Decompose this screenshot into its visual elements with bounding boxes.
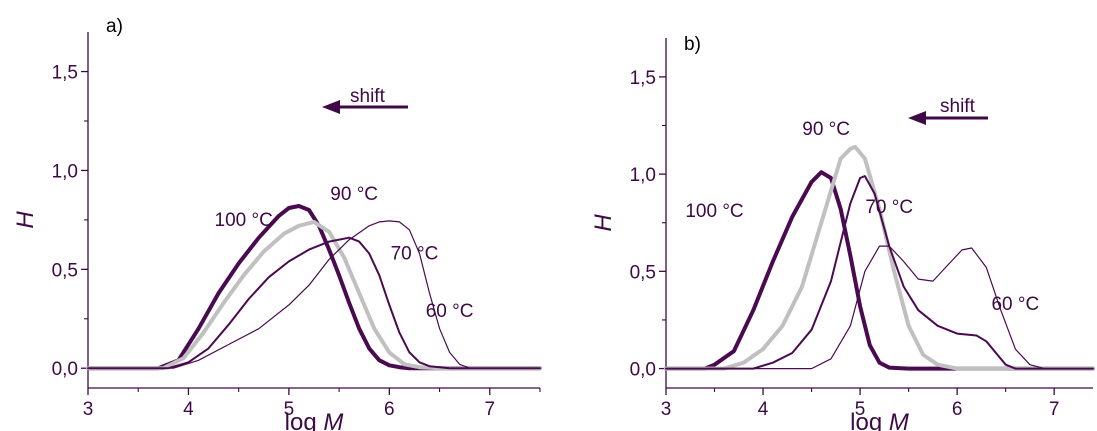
x-tick-label: 5 [284,399,295,420]
x-tick-label: 4 [183,399,194,420]
panel-label: b) [684,34,701,55]
y-axis-title: H [12,211,39,229]
series-line-1 [86,219,542,371]
x-tick-label: 3 [661,399,672,420]
series-line-1 [664,144,1095,371]
curve-label: 60 °C [426,301,474,322]
x-axis-title: log M [850,409,909,431]
shift-label: shift [350,86,386,107]
y-tick-label: 0,0 [52,359,78,380]
y-axis-title: H [590,214,617,232]
series-line-0 [664,170,1095,371]
x-tick-label: 6 [384,399,395,420]
x-tick-label: 6 [952,399,963,420]
y-tick-label: 1,5 [52,63,78,84]
curve-label: 100 °C [215,210,273,231]
panel-b-chart: 3 4 5 6 7 0,0 0,5 1,0 1,5 log M Hb) 100 °C 90 °C 70 °… [590,34,1095,431]
x-tick-label: 4 [758,399,769,420]
panel-label: a) [106,16,123,37]
y-tick-label: 1,5 [630,68,656,89]
curve-label: 90 °C [802,119,850,140]
x-tick-label: 7 [484,399,495,420]
x-axis-title: log M [285,409,344,431]
curve-label: 70 °C [865,197,913,218]
y-tick-label: 0,5 [630,262,656,283]
curve-label: 60 °C [991,294,1039,315]
curve-label: 100 °C [685,201,743,222]
y-tick-label: 0,0 [630,360,656,381]
y-tick-label: 1,0 [630,165,656,186]
series-line-3 [665,245,1094,370]
y-tick-label: 0,5 [52,260,78,281]
shift-label: shift [940,96,976,117]
series-line-2 [665,175,1094,370]
series-line-2 [87,236,541,370]
y-tick-label: 1,0 [52,161,78,182]
x-tick-label: 5 [855,399,866,420]
series-line-3 [87,220,541,369]
x-tick-label: 3 [83,399,94,420]
curve-label: 90 °C [330,184,378,205]
series-line-0 [86,204,542,371]
shift-arrow-head [908,111,926,125]
shift-arrow-head [322,100,340,114]
curve-label: 70 °C [391,243,439,264]
x-tick-label: 7 [1049,399,1060,420]
panel-a-chart: 3 4 5 6 7 0,0 0,5 1,0 1,5 log M Ha) 100 °C 90 °C 70 °… [12,16,542,431]
